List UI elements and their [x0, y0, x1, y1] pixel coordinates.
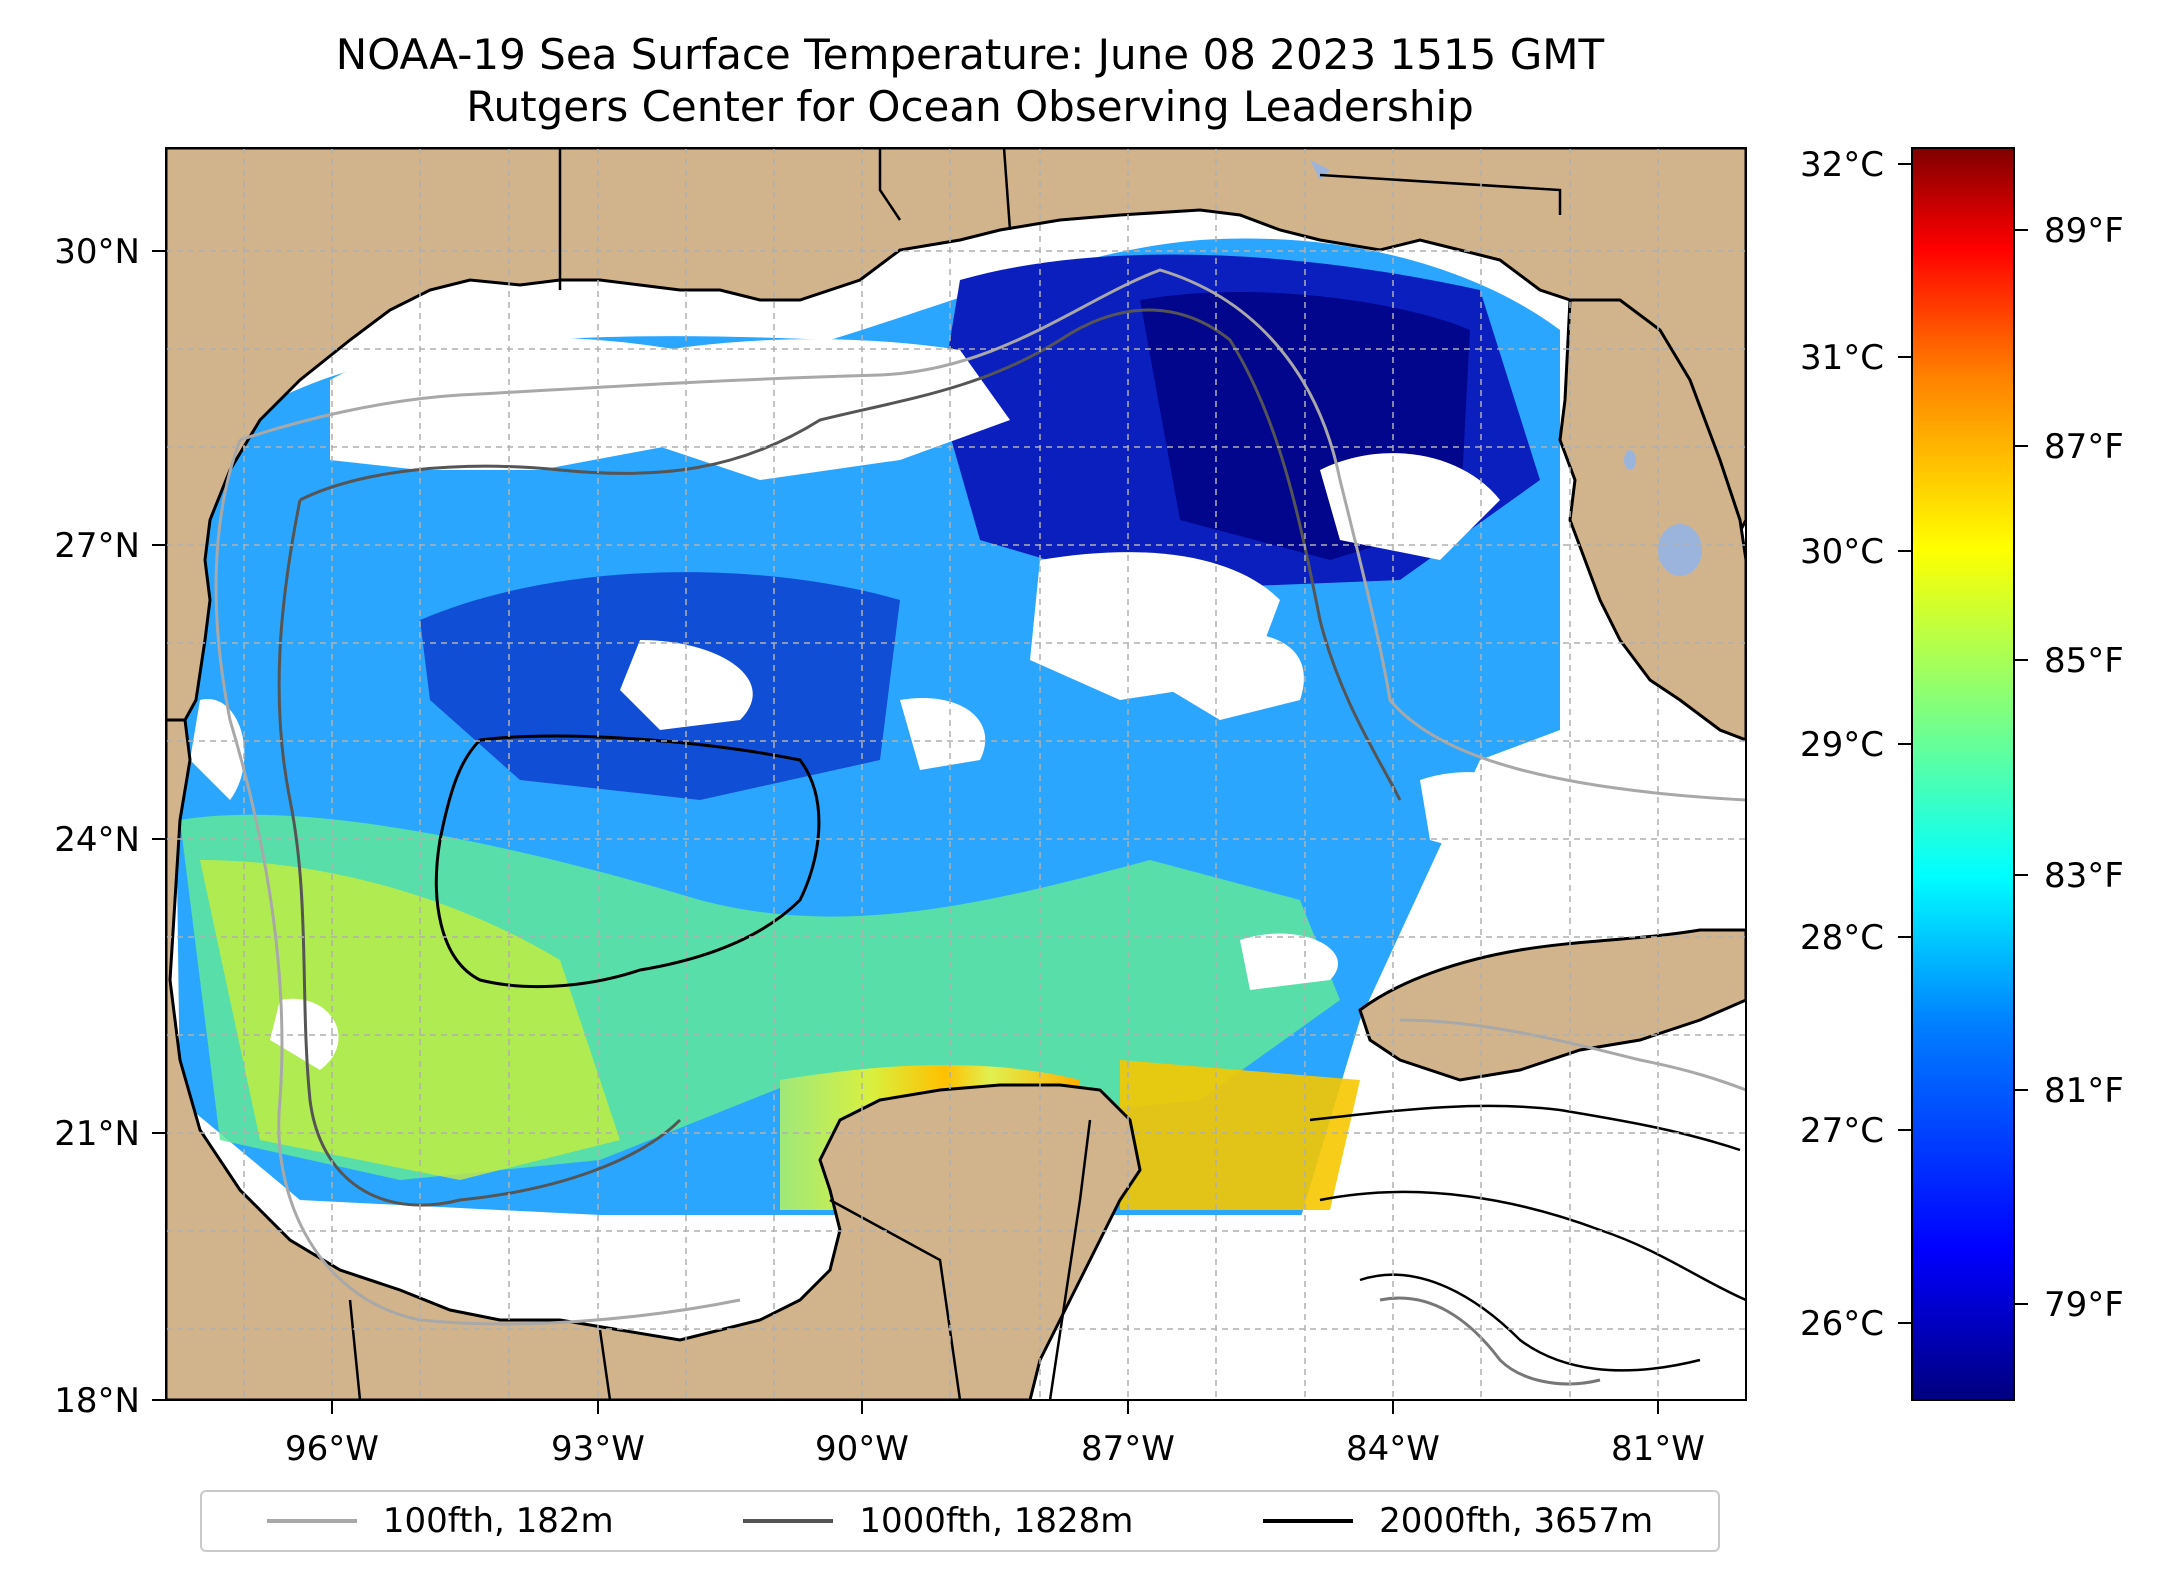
lon-label-93w: 93°W [551, 1429, 645, 1469]
lake-okeechobee [1658, 524, 1702, 576]
political-borders [348, 148, 1562, 1400]
colorbar-fahrenheit-label: 81°F [2044, 1071, 2124, 1111]
colorbar [1911, 147, 2015, 1401]
legend-item-100fth: 100fth, 182m [266, 1501, 614, 1541]
colorbar-fahrenheit-label: 79°F [2044, 1285, 2124, 1325]
longitude-ticks [331, 1400, 1659, 1414]
colorbar-celsius-label: 26°C [1800, 1304, 1884, 1344]
map-frame [165, 147, 1747, 1401]
swath-edge-east [1330, 1060, 1746, 1215]
lat-label-18n: 18°N [54, 1381, 140, 1421]
colorbar-celsius-label: 27°C [1800, 1111, 1884, 1151]
colorbar-celsius-label: 32°C [1800, 145, 1884, 185]
colorbar-fahrenheit-label: 87°F [2044, 427, 2124, 467]
colorbar-celsius-label: 30°C [1800, 532, 1884, 572]
legend-label: 1000fth, 1828m [859, 1501, 1134, 1541]
lat-label-27n: 27°N [54, 526, 140, 566]
legend-line-icon [743, 1519, 834, 1523]
lon-label-81w: 81°W [1611, 1429, 1705, 1469]
land-cuba [1358, 928, 1746, 1082]
colorbar-fahrenheit-label: 89°F [2044, 211, 2124, 251]
legend-label: 2000fth, 3657m [1379, 1501, 1654, 1541]
fahrenheit-ticks [2014, 229, 2028, 1305]
colorbar-celsius-label: 28°C [1800, 918, 1884, 958]
map-subtitle: Rutgers Center for Ocean Observing Leade… [466, 82, 1474, 131]
celsius-ticks [1898, 163, 1912, 1324]
map-area [166, 148, 1746, 1400]
lat-label-24n: 24°N [54, 820, 140, 860]
colorbar-fahrenheit-label: 85°F [2044, 641, 2124, 681]
colorbar-fahrenheit-label: 83°F [2044, 856, 2124, 896]
sst-field-yucatan-warm [1120, 1060, 1360, 1210]
bathymetry-contours [214, 268, 1746, 1386]
lat-label-30n: 30°N [54, 232, 140, 272]
colorbar-celsius-label: 29°C [1800, 725, 1884, 765]
lake-icon [1624, 450, 1636, 470]
lon-label-84w: 84°W [1346, 1429, 1440, 1469]
legend-line-icon [266, 1519, 357, 1523]
colorbar-celsius-label: 31°C [1800, 338, 1884, 378]
cloud-gaps [190, 337, 1560, 1070]
lat-label-21n: 21°N [54, 1114, 140, 1154]
legend-item-2000fth: 2000fth, 3657m [1263, 1501, 1653, 1541]
legend-label: 100fth, 182m [382, 1501, 614, 1541]
land-mexico [166, 718, 1142, 1400]
sst-field-warmer-southwest [200, 860, 620, 1180]
bathymetry-legend: 100fth, 182m 1000fth, 1828m 2000fth, 365… [200, 1490, 1720, 1552]
legend-item-1000fth: 1000fth, 1828m [743, 1501, 1133, 1541]
lon-label-87w: 87°W [1081, 1429, 1175, 1469]
map-title: NOAA-19 Sea Surface Temperature: June 08… [335, 30, 1605, 79]
lon-label-96w: 96°W [285, 1429, 379, 1469]
land-florida [1558, 298, 1746, 742]
legend-line-icon [1263, 1519, 1354, 1523]
latitude-ticks [152, 250, 166, 1401]
lon-label-90w: 90°W [815, 1429, 909, 1469]
